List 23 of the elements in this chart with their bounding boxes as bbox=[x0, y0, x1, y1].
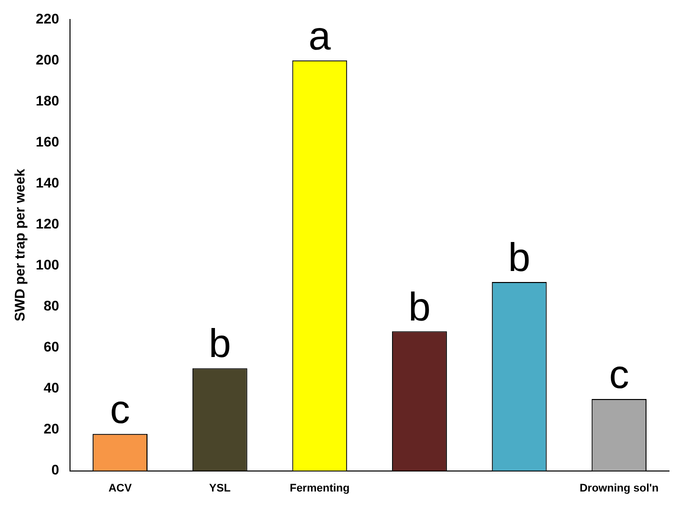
data-label: c bbox=[110, 388, 130, 432]
x-tick-label: Fermenting bbox=[290, 482, 350, 494]
y-tick-label: 100 bbox=[36, 256, 60, 272]
y-tick-label: 80 bbox=[44, 298, 60, 314]
x-tick-label: ACV bbox=[108, 482, 132, 494]
data-label: a bbox=[308, 14, 332, 58]
y-tick-label: 40 bbox=[44, 380, 60, 396]
x-tick-label: YSL bbox=[209, 482, 231, 494]
y-tick-label: 120 bbox=[36, 215, 60, 232]
y-tick-label: 140 bbox=[36, 174, 60, 190]
y-tick-label: 160 bbox=[36, 133, 60, 150]
y-tick-label: 180 bbox=[36, 92, 60, 108]
data-label: b bbox=[508, 236, 530, 280]
data-label: b bbox=[408, 285, 431, 330]
y-tick-label: 220 bbox=[36, 10, 60, 26]
data-label: b bbox=[208, 322, 231, 366]
y-tick-label: 20 bbox=[44, 420, 60, 437]
y-tick-label: 200 bbox=[36, 51, 60, 68]
y-tick-label: 0 bbox=[51, 462, 60, 478]
y-axis-title: SWD per trap per week bbox=[11, 168, 28, 322]
x-tick-label: Drowning sol'n bbox=[580, 482, 659, 494]
data-label: c bbox=[609, 353, 630, 398]
y-tick-label: 60 bbox=[44, 338, 60, 355]
